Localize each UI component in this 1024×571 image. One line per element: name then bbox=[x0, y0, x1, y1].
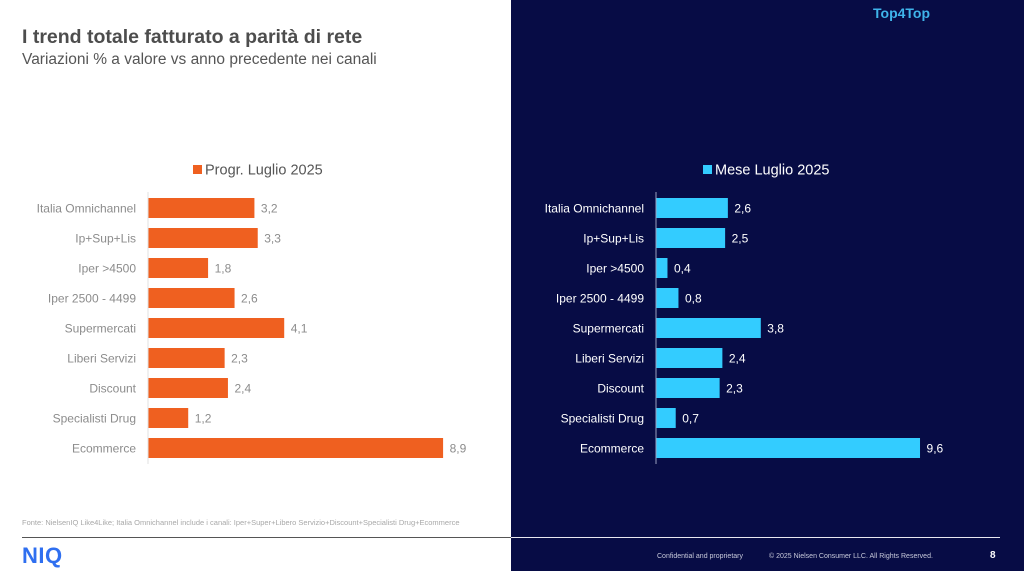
bar bbox=[656, 198, 728, 218]
right-panel bbox=[511, 0, 1024, 571]
category-label: Discount bbox=[89, 382, 136, 396]
category-label: Iper 2500 - 4499 bbox=[48, 292, 136, 306]
bar bbox=[148, 348, 225, 368]
category-label: Iper >4500 bbox=[78, 262, 136, 276]
value-label: 2,6 bbox=[734, 202, 751, 216]
niq-logo: NIQ bbox=[22, 543, 63, 568]
footer-divider-right bbox=[511, 537, 1000, 538]
value-label: 3,2 bbox=[261, 202, 278, 216]
confidential-label: Confidential and proprietary bbox=[657, 553, 743, 560]
category-label: Iper 2500 - 4499 bbox=[556, 292, 644, 306]
value-label: 1,8 bbox=[215, 262, 232, 276]
bar-row: Iper 2500 - 4499 0,8 bbox=[556, 288, 702, 308]
brand-tag: Top4Top bbox=[873, 5, 931, 21]
value-label: 1,2 bbox=[195, 412, 212, 426]
value-label: 2,4 bbox=[234, 382, 251, 396]
bar bbox=[148, 318, 285, 338]
bar bbox=[148, 408, 189, 428]
bar-row: Ip+Sup+Lis 3,3 bbox=[75, 228, 281, 248]
value-label: 3,3 bbox=[264, 232, 281, 246]
value-label: 2,5 bbox=[732, 232, 749, 246]
bar bbox=[148, 288, 235, 308]
page-title: I trend totale fatturato a parità di ret… bbox=[22, 26, 363, 48]
bar bbox=[148, 198, 255, 218]
bar-row: Ecommerce 9,6 bbox=[580, 438, 944, 458]
chart-mese-luglio: Mese Luglio 2025 Italia Omnichannel 2,6 Ip+… bbox=[545, 163, 944, 464]
legend-label: Mese Luglio 2025 bbox=[715, 163, 829, 179]
category-label: Ecommerce bbox=[72, 442, 136, 456]
bar-row: Iper >4500 0,4 bbox=[586, 258, 691, 278]
page-subtitle: Variazioni % a valore vs anno precedente… bbox=[22, 51, 377, 68]
category-label: Liberi Servizi bbox=[67, 352, 136, 366]
bar bbox=[148, 378, 228, 398]
value-label: 9,6 bbox=[927, 442, 944, 456]
bar-row: Italia Omnichannel 3,2 bbox=[37, 198, 278, 218]
copyright-label: © 2025 Nielsen Consumer LLC. All Rights … bbox=[769, 553, 933, 560]
bar bbox=[656, 318, 761, 338]
category-label: Ip+Sup+Lis bbox=[583, 232, 644, 246]
value-label: 2,4 bbox=[729, 352, 746, 366]
bar-row: Discount 2,3 bbox=[597, 378, 743, 398]
value-label: 4,1 bbox=[291, 322, 308, 336]
source-footnote: Fonte: NielsenIQ Like4Like; Italia Omnic… bbox=[22, 518, 460, 527]
category-label: Specialisti Drug bbox=[561, 412, 644, 426]
bar-row: Iper 2500 - 4499 2,6 bbox=[48, 288, 258, 308]
legend-swatch bbox=[703, 165, 712, 174]
category-label: Italia Omnichannel bbox=[545, 202, 644, 216]
value-label: 0,8 bbox=[685, 292, 702, 306]
bar-row: Ip+Sup+Lis 2,5 bbox=[583, 228, 749, 248]
bar-row: Supermercati 4,1 bbox=[65, 318, 308, 338]
bar bbox=[656, 378, 720, 398]
bar bbox=[656, 258, 668, 278]
value-label: 2,6 bbox=[241, 292, 258, 306]
bar bbox=[148, 228, 258, 248]
bar-row: Ecommerce 8,9 bbox=[72, 438, 467, 458]
legend-label: Progr. Luglio 2025 bbox=[205, 163, 323, 179]
value-label: 2,3 bbox=[726, 382, 743, 396]
category-label: Iper >4500 bbox=[586, 262, 644, 276]
left-panel bbox=[0, 0, 511, 571]
category-label: Specialisti Drug bbox=[53, 412, 136, 426]
bar-row: Specialisti Drug 0,7 bbox=[561, 408, 699, 428]
category-label: Ip+Sup+Lis bbox=[75, 232, 136, 246]
bar-row: Discount 2,4 bbox=[89, 378, 251, 398]
bar bbox=[656, 408, 676, 428]
category-label: Liberi Servizi bbox=[575, 352, 644, 366]
page-number: 8 bbox=[990, 550, 996, 561]
value-label: 8,9 bbox=[450, 442, 467, 456]
category-label: Ecommerce bbox=[580, 442, 644, 456]
bar-row: Iper >4500 1,8 bbox=[78, 258, 232, 278]
value-label: 0,7 bbox=[682, 412, 699, 426]
category-label: Italia Omnichannel bbox=[37, 202, 136, 216]
bar bbox=[656, 438, 921, 458]
bar bbox=[656, 228, 726, 248]
bar bbox=[148, 438, 444, 458]
bar-row: Specialisti Drug 1,2 bbox=[53, 408, 212, 428]
value-label: 2,3 bbox=[231, 352, 248, 366]
bar-row: Liberi Servizi 2,4 bbox=[575, 348, 746, 368]
bar bbox=[656, 348, 723, 368]
footer-divider-left bbox=[22, 537, 511, 538]
category-label: Discount bbox=[597, 382, 644, 396]
bar bbox=[148, 258, 209, 278]
value-label: 3,8 bbox=[767, 322, 784, 336]
bar-row: Liberi Servizi 2,3 bbox=[67, 348, 248, 368]
legend: Mese Luglio 2025 bbox=[703, 163, 829, 179]
category-label: Supermercati bbox=[573, 322, 644, 336]
bar-row: Supermercati 3,8 bbox=[573, 318, 784, 338]
legend: Progr. Luglio 2025 bbox=[193, 163, 323, 179]
value-label: 0,4 bbox=[674, 262, 691, 276]
category-label: Supermercati bbox=[65, 322, 136, 336]
bar bbox=[656, 288, 679, 308]
bar-row: Italia Omnichannel 2,6 bbox=[545, 198, 751, 218]
legend-swatch bbox=[193, 165, 202, 174]
